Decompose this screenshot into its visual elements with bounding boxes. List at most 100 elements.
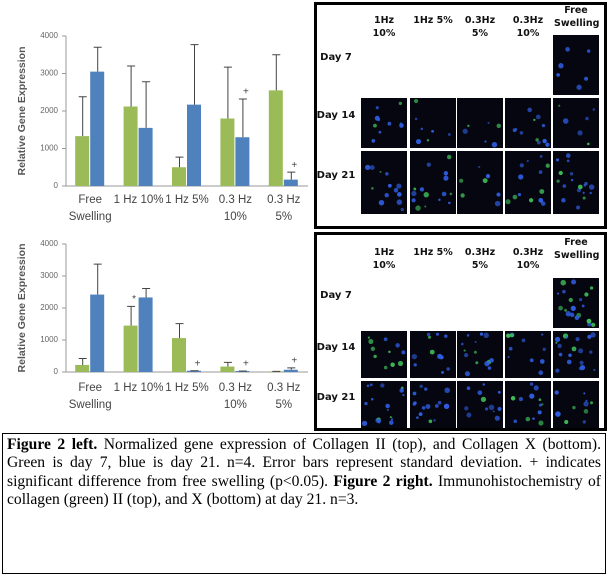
cell <box>554 336 561 343</box>
cell <box>433 419 436 422</box>
error-bar <box>142 287 151 298</box>
cell <box>536 140 541 145</box>
cell <box>587 334 592 339</box>
cell <box>557 343 562 349</box>
column-label: 0.3Hz 10% <box>512 247 544 271</box>
caption-text: Normalized gene expression of Collagen I… <box>7 436 601 490</box>
cell <box>374 115 380 121</box>
cell <box>526 159 529 163</box>
micrograph <box>505 331 551 378</box>
cell <box>535 114 541 120</box>
cell <box>562 289 566 294</box>
cell <box>572 405 576 410</box>
cell <box>418 412 423 417</box>
cell <box>533 385 539 391</box>
cell <box>375 106 379 110</box>
cell <box>483 332 489 338</box>
cell <box>423 192 429 198</box>
cell <box>487 121 490 124</box>
cell <box>513 419 518 424</box>
cell <box>393 187 399 193</box>
cell <box>443 403 450 409</box>
cell <box>401 350 406 355</box>
cell <box>426 139 430 142</box>
cell <box>446 367 450 371</box>
cell <box>512 128 517 133</box>
column-label: 0.3Hz 5% <box>464 15 496 39</box>
cell <box>398 101 403 106</box>
cell <box>545 142 550 147</box>
error-bar <box>287 171 296 180</box>
cell <box>473 350 477 354</box>
cell <box>556 73 560 77</box>
cell <box>484 360 490 367</box>
cell <box>533 118 536 122</box>
cell <box>378 130 382 134</box>
cell <box>569 312 575 318</box>
cell <box>474 341 477 344</box>
cell <box>464 406 469 411</box>
cell <box>491 141 498 148</box>
cell <box>373 123 377 128</box>
cell <box>368 339 374 345</box>
error-bar <box>238 98 247 138</box>
cell <box>576 205 581 210</box>
cell <box>581 304 585 308</box>
x-tick-label: Free Swelling <box>68 194 112 224</box>
micrograph <box>553 381 599 428</box>
cell <box>570 305 576 312</box>
cell <box>399 122 403 125</box>
cell <box>416 416 419 419</box>
cell <box>485 174 491 179</box>
error-bar <box>127 305 136 326</box>
cell <box>466 334 470 337</box>
cell <box>447 132 451 136</box>
cell <box>370 346 376 351</box>
cell <box>429 349 435 355</box>
cell <box>541 123 546 128</box>
cell <box>557 292 560 295</box>
cell <box>508 346 513 351</box>
cell <box>509 333 515 338</box>
cell <box>590 332 596 338</box>
bar <box>172 167 186 186</box>
cell <box>558 170 563 176</box>
cell <box>444 334 448 338</box>
cell <box>541 333 544 336</box>
cell <box>396 183 402 189</box>
y-tick-label: 2000 <box>40 303 58 312</box>
micrograph <box>457 98 503 148</box>
cell <box>541 201 546 206</box>
cell <box>584 292 589 297</box>
cell <box>412 391 417 396</box>
significance-marker: + <box>243 87 249 98</box>
cell <box>589 350 593 354</box>
bar <box>283 369 298 372</box>
cell <box>484 140 487 143</box>
cell <box>535 138 539 142</box>
cell <box>538 403 542 407</box>
cell <box>583 392 586 395</box>
cell <box>387 183 392 188</box>
cell <box>420 127 424 131</box>
y-tick-label: 3000 <box>40 69 58 78</box>
cell <box>413 187 417 191</box>
cell <box>564 308 567 312</box>
cell <box>583 401 589 407</box>
cell <box>538 420 544 426</box>
cell <box>558 63 564 69</box>
cell <box>411 198 416 203</box>
cell <box>558 305 563 311</box>
cell <box>488 404 495 411</box>
error-bar <box>93 46 102 72</box>
cell <box>569 172 574 176</box>
image-panel-box <box>314 2 607 229</box>
cell <box>479 332 484 336</box>
cell <box>492 410 495 413</box>
cell <box>411 353 418 360</box>
cell <box>539 189 545 195</box>
cell <box>390 362 395 367</box>
column-label: Free Swelling <box>554 237 600 261</box>
cell <box>496 123 501 129</box>
